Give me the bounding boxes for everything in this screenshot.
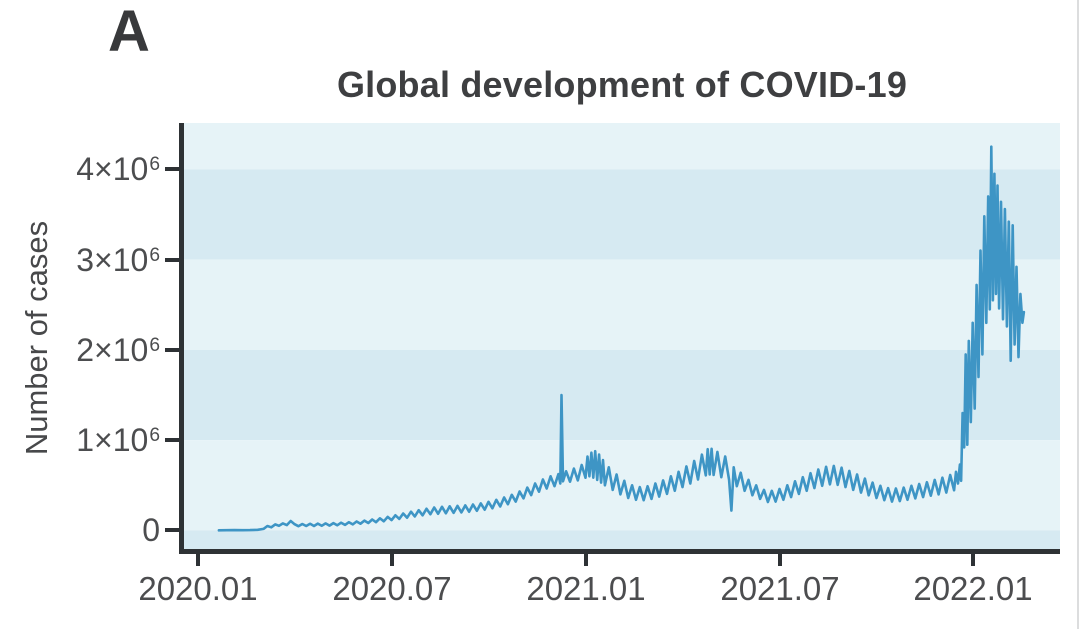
x-tick-mark xyxy=(584,554,588,566)
y-tick-mark xyxy=(165,348,179,352)
x-tick-label: 2021.07 xyxy=(720,570,840,607)
x-tick-label: 2021.01 xyxy=(526,570,646,607)
x-tick-mark xyxy=(390,554,394,566)
x-tick-label: 2020.07 xyxy=(332,570,452,607)
plot-band xyxy=(184,349,1060,441)
y-tick-label: 0 xyxy=(142,512,160,548)
panel-label: A xyxy=(108,0,150,64)
y-tick-mark xyxy=(165,258,179,262)
y-tick-label: 4×106 xyxy=(76,151,160,187)
chart-title: Global development of COVID-19 xyxy=(336,64,908,105)
y-tick-mark xyxy=(165,167,179,171)
x-tick-mark xyxy=(778,554,782,566)
x-tick-label: 2022.01 xyxy=(913,570,1033,607)
cases-line xyxy=(217,145,1026,532)
image-edge-line xyxy=(1077,0,1079,629)
x-tick-mark xyxy=(971,554,975,566)
y-tick-mark xyxy=(165,438,179,442)
y-tick-label: 3×106 xyxy=(76,242,160,278)
plot-band xyxy=(184,169,1060,260)
plot-area xyxy=(184,123,1060,549)
y-axis-line xyxy=(179,123,184,554)
y-tick-label: 1×106 xyxy=(76,422,160,458)
y-tick-mark xyxy=(165,528,179,532)
x-tick-label: 2020.01 xyxy=(138,570,258,607)
y-tick-label: 2×106 xyxy=(76,332,160,368)
x-tick-mark xyxy=(196,554,200,566)
plot-band xyxy=(184,259,1060,350)
plot-band xyxy=(184,530,1060,549)
plot-band xyxy=(184,123,1060,170)
x-axis-line xyxy=(179,549,1060,554)
